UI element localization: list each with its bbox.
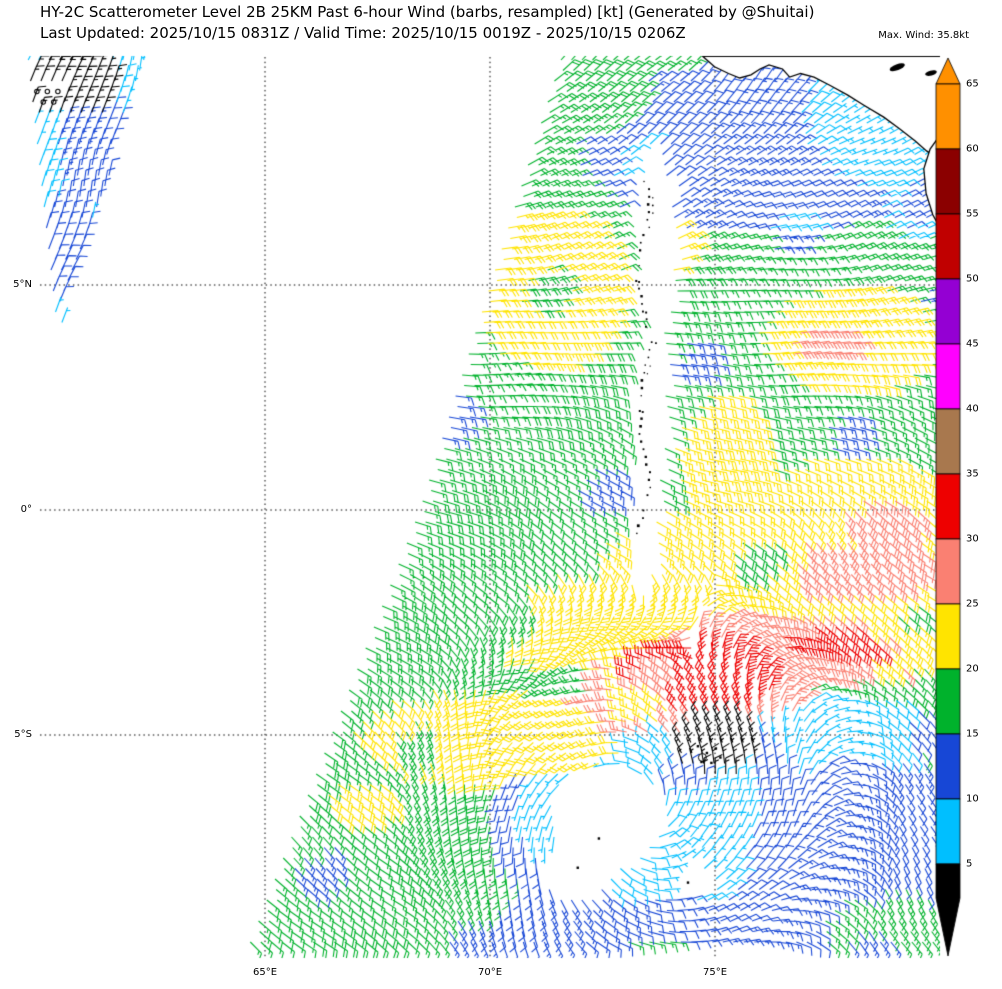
max-wind-label: Max. Wind: 35.8kt xyxy=(878,30,969,41)
lon-tick-65e: 65°E xyxy=(252,967,278,978)
lat-tick-5n: 5°N xyxy=(13,279,32,290)
lon-tick-75e: 75°E xyxy=(702,967,728,978)
lat-tick-5s: 5°S xyxy=(14,729,32,740)
lon-tick-70e: 70°E xyxy=(477,967,503,978)
chart-title: HY-2C Scatterometer Level 2B 25KM Past 6… xyxy=(40,3,815,21)
lat-tick-0: 0° xyxy=(20,504,32,515)
chart-subtitle: Last Updated: 2025/10/15 0831Z / Valid T… xyxy=(40,24,686,42)
